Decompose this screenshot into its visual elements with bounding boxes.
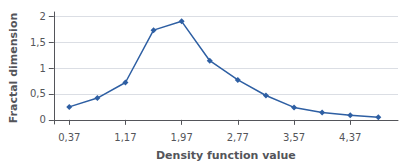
svg-text:1,17: 1,17 xyxy=(114,132,136,143)
svg-text:Density function value: Density function value xyxy=(156,149,296,162)
svg-text:Fractal dimension: Fractal dimension xyxy=(7,13,20,124)
svg-text:2: 2 xyxy=(39,11,45,22)
svg-text:3,57: 3,57 xyxy=(283,132,305,143)
svg-text:2,77: 2,77 xyxy=(227,132,249,143)
svg-text:0,37: 0,37 xyxy=(58,132,80,143)
svg-text:0,5: 0,5 xyxy=(30,88,46,99)
svg-text:4,37: 4,37 xyxy=(339,132,361,143)
svg-text:0: 0 xyxy=(39,114,45,125)
svg-text:1,5: 1,5 xyxy=(30,37,46,48)
svg-text:1,97: 1,97 xyxy=(171,132,193,143)
svg-text:1: 1 xyxy=(39,63,45,74)
